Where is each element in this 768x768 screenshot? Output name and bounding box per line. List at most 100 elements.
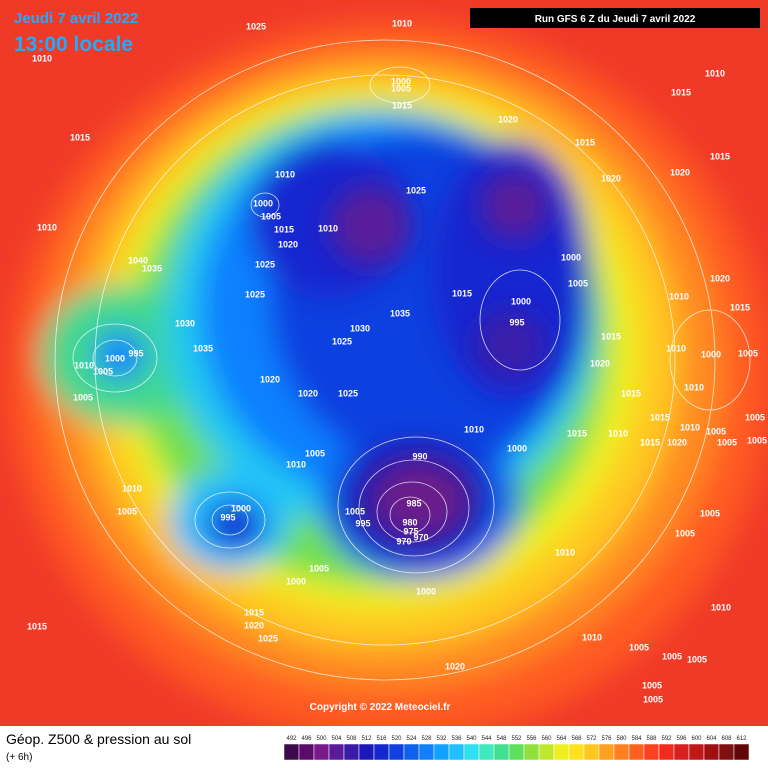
isobar-label: 1020 (498, 114, 518, 124)
isobar-label: 980 (402, 517, 417, 527)
isobar-label: 1035 (142, 263, 162, 273)
color-cell (373, 743, 390, 761)
colorbar-label: 508 (346, 736, 357, 742)
isobar-label: 1000 (286, 576, 306, 586)
isobar-label: 995 (128, 348, 143, 358)
isobar-label: 1005 (687, 654, 707, 664)
color-cell (433, 743, 450, 761)
isobar-label: 1010 (37, 222, 57, 232)
isobar-label: 1025 (258, 633, 278, 643)
isobar-label: 1010 (122, 483, 142, 493)
isobar-label: 1010 (318, 223, 338, 233)
isobar-label: 1025 (246, 21, 266, 31)
isobar-label: 1000 (253, 198, 273, 208)
colorbar-label: 608 (721, 736, 732, 742)
color-cell (313, 743, 330, 761)
isobar-label: 1035 (193, 343, 213, 353)
color-cell (358, 743, 375, 761)
isobar-label: 1005 (738, 348, 758, 358)
isobar-label: 1015 (70, 132, 90, 142)
local-time: 13:00 locale (14, 33, 133, 56)
colorbar-label: 592 (661, 736, 672, 742)
isobar-label: 1005 (345, 506, 365, 516)
isobar-label: 1015 (601, 331, 621, 341)
isobars (54, 39, 751, 681)
isobar-label: 1005 (745, 412, 765, 422)
isobar-label: 1000 (701, 349, 721, 359)
isobar-label: 1005 (93, 366, 113, 376)
isobar-label: 1020 (710, 273, 730, 283)
color-cell (388, 743, 405, 761)
isobar-label: 1020 (590, 358, 610, 368)
colorbar-label: 528 (421, 736, 432, 742)
color-cell (613, 743, 630, 761)
isobar-label: 1005 (391, 83, 411, 93)
colorbar-label: 588 (646, 736, 657, 742)
isobar-label: 1005 (642, 680, 662, 690)
isobar-label: 1015 (730, 302, 750, 312)
colorbar-label: 584 (631, 736, 642, 742)
color-cell (403, 743, 420, 761)
isobar-label: 1005 (568, 278, 588, 288)
isobar-label: 970 (413, 532, 428, 542)
isobar-label: 1015 (274, 224, 294, 234)
isobar-label: 1010 (464, 424, 484, 434)
color-cell (508, 743, 525, 761)
color-cell (733, 743, 750, 761)
run-box (470, 8, 760, 28)
colorbar-label: 600 (691, 736, 702, 742)
isobar-label: 1015 (452, 288, 472, 298)
colorbar-label: 532 (436, 736, 447, 742)
color-cell (418, 743, 435, 761)
colorbar-label: 504 (331, 736, 342, 742)
isobar-label: 1015 (244, 607, 264, 617)
isobar-label: 990 (412, 451, 427, 461)
isobar-label: 1010 (32, 53, 52, 63)
color-cell (598, 743, 615, 761)
color-cell (673, 743, 690, 761)
isobar-label: 1015 (392, 100, 412, 110)
color-cell (718, 743, 735, 761)
isobar-label: 1010 (680, 422, 700, 432)
colorbar-label: 568 (571, 736, 582, 742)
isobar-label: 1010 (275, 169, 295, 179)
isobar-label: 1010 (582, 632, 602, 642)
color-cell (568, 743, 585, 761)
colorbar-label: 560 (541, 736, 552, 742)
color-cell (523, 743, 540, 761)
isobar-label: 1010 (711, 602, 731, 612)
footer-title: Géop. Z500 & pression au sol (6, 731, 191, 747)
color-cell (298, 743, 315, 761)
isobar-label: 1005 (305, 448, 325, 458)
isobar-label: 1015 (640, 437, 660, 447)
color-cell (493, 743, 510, 761)
colorbar-label: 492 (286, 736, 297, 742)
isobar-label: 1000 (416, 586, 436, 596)
colorbar-label: 572 (586, 736, 597, 742)
isobar-label: 1005 (309, 563, 329, 573)
height-field (0, 0, 768, 726)
isobar-label: 1025 (255, 259, 275, 269)
isobar-label: 1015 (27, 621, 47, 631)
isobar-label: 1010 (608, 428, 628, 438)
isobar-label: 1020 (260, 374, 280, 384)
isobar-label: 1015 (575, 137, 595, 147)
isobar-label: 1000 (561, 252, 581, 262)
isobar-label: 1010 (705, 68, 725, 78)
color-cell (463, 743, 480, 761)
isobar-label: 1035 (390, 308, 410, 318)
colorbar-label: 512 (361, 736, 372, 742)
colorbar-label: 556 (526, 736, 537, 742)
isobar-label: 1010 (286, 459, 306, 469)
isobar-label: 1010 (555, 547, 575, 557)
colorbar-label: 604 (706, 736, 717, 742)
isobar-label: 1005 (747, 435, 767, 445)
colorbar-label: 548 (496, 736, 507, 742)
isobar-label: 1005 (73, 392, 93, 402)
copyright: Copyright © 2022 Meteociel.fr (310, 702, 451, 713)
isobar-label: 1000 (105, 353, 125, 363)
isobar-label: 1015 (650, 412, 670, 422)
isobar-label: 1015 (621, 388, 641, 398)
colorbar-label: 576 (601, 736, 612, 742)
